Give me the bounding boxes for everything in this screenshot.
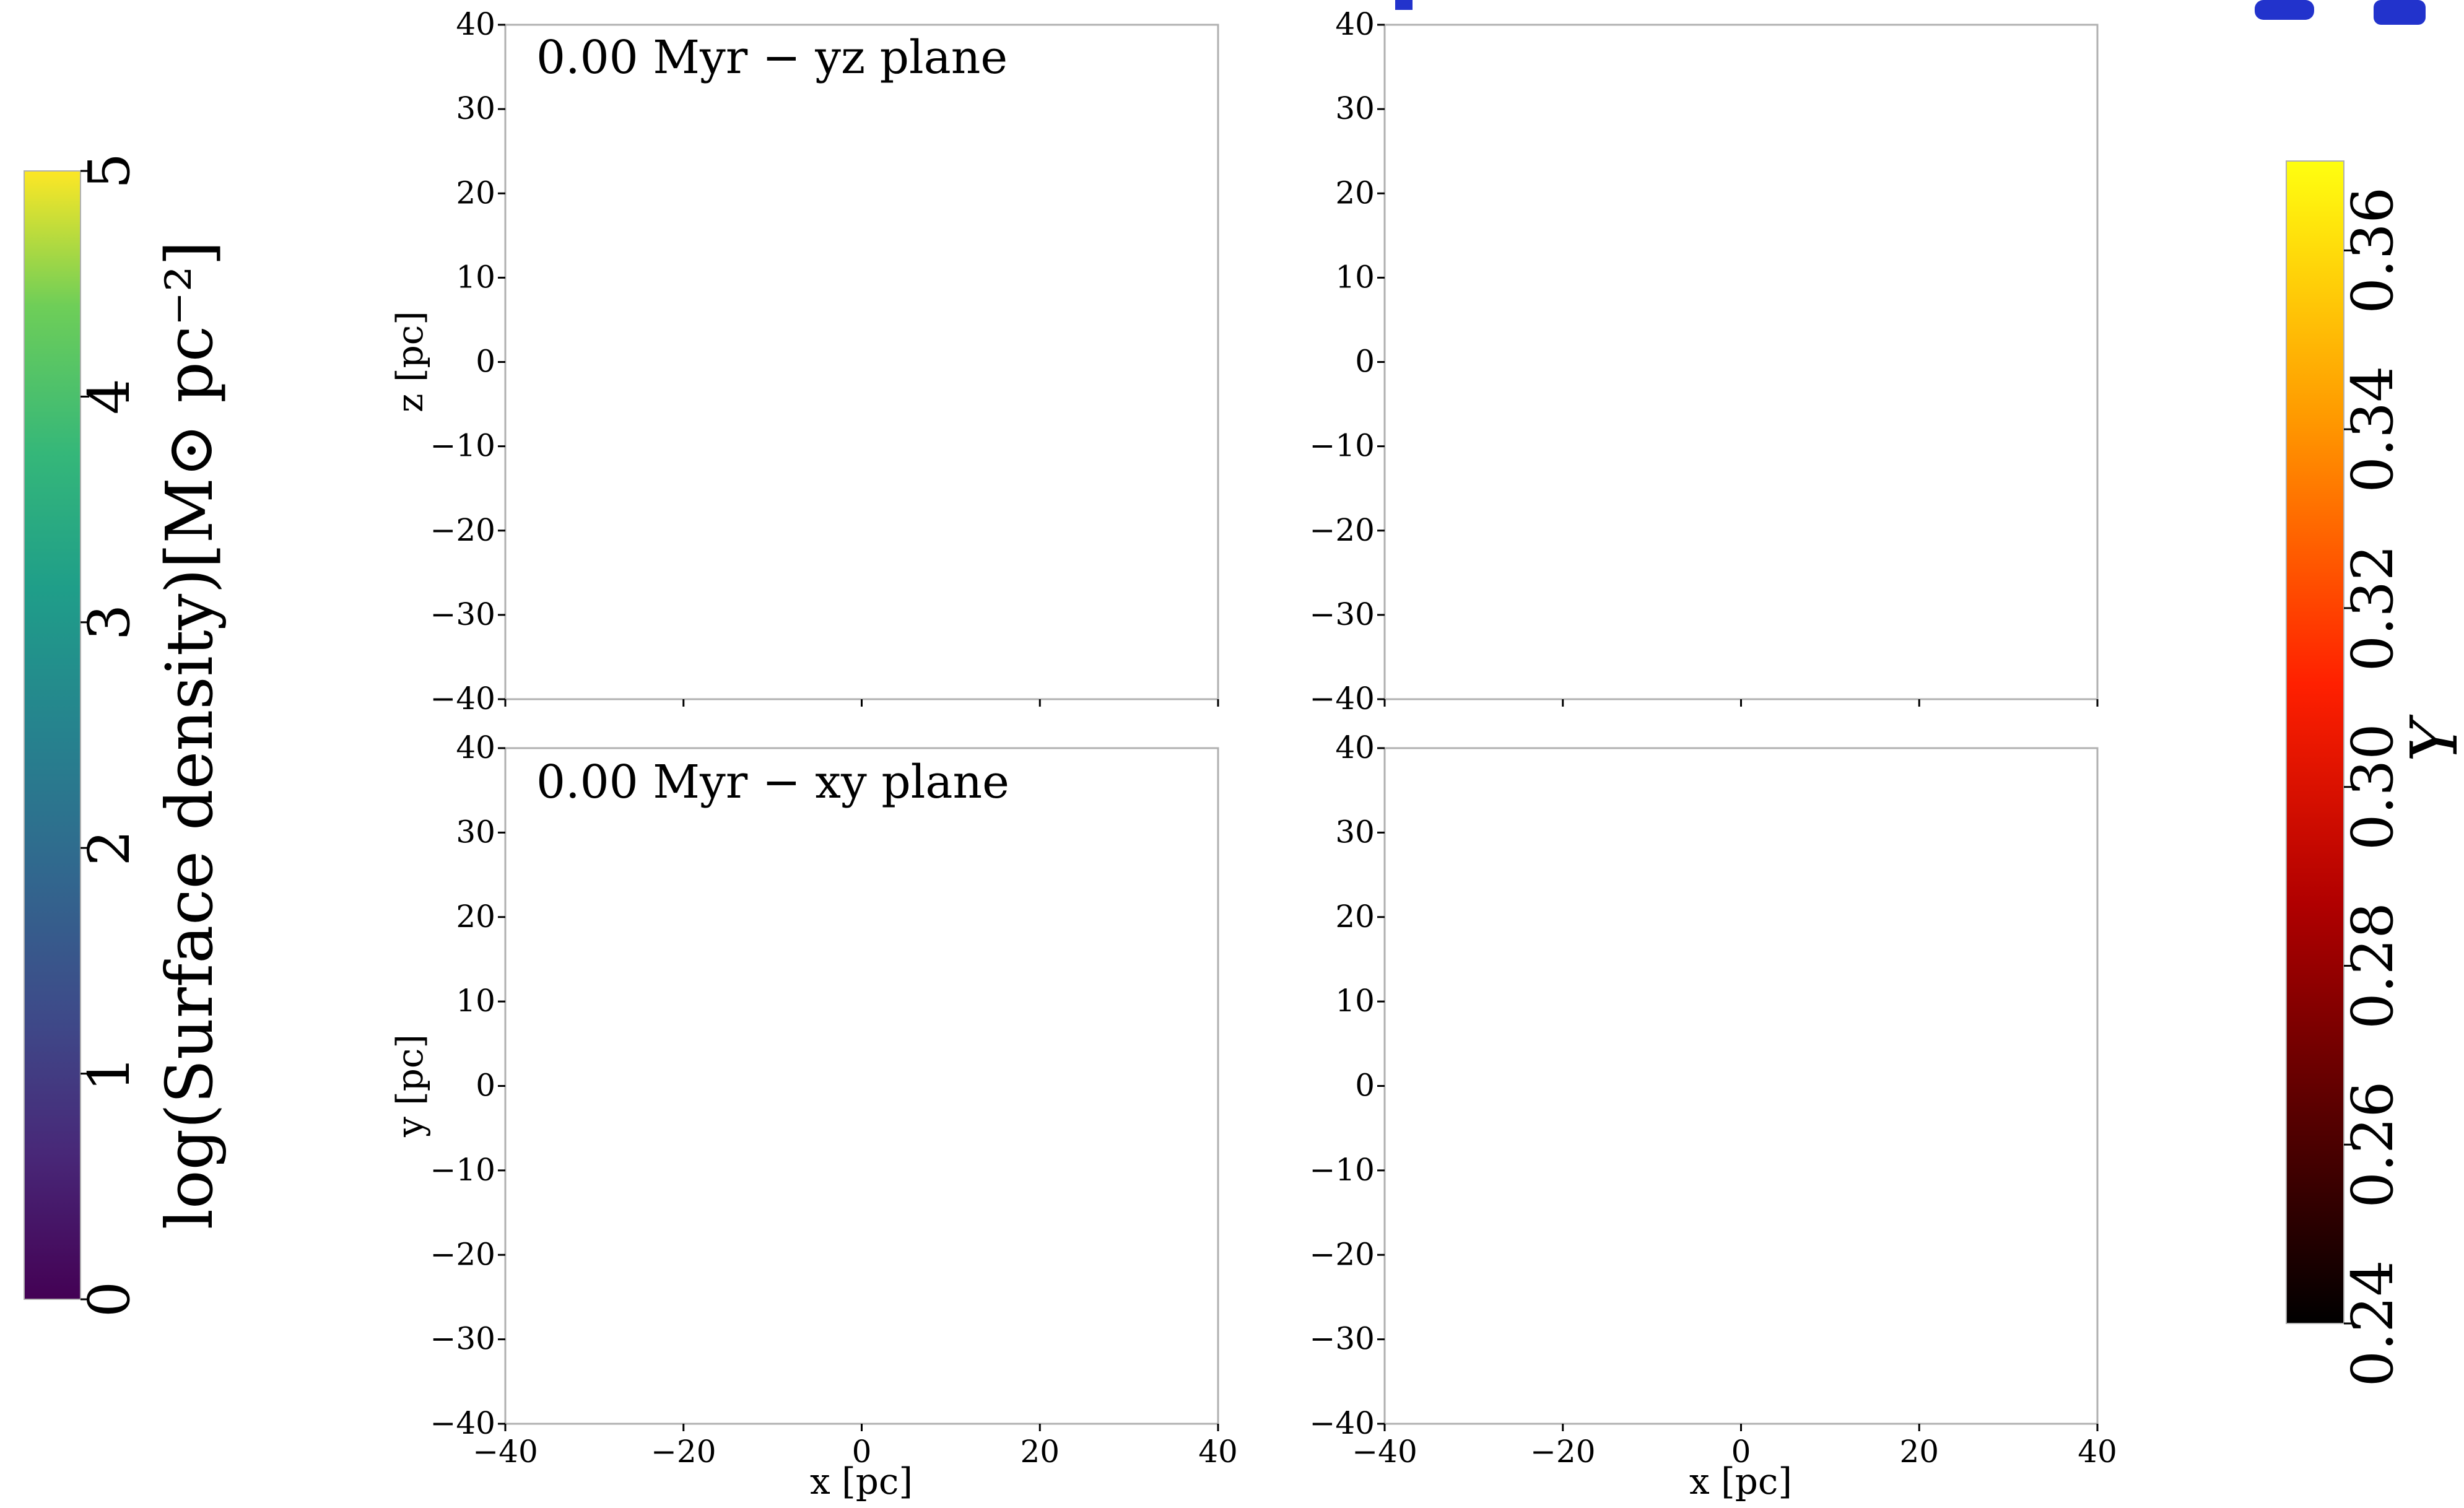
y-tick-label: −40 — [1309, 681, 1375, 717]
x-ticks — [1383, 699, 2099, 707]
colorbar-tick-label: 1 — [76, 1055, 142, 1092]
clipped-title-fragment — [2255, 0, 2314, 20]
plot-area — [504, 747, 1219, 1425]
colorbar-tick-label: 5 — [76, 153, 142, 190]
y-tick-label: 10 — [456, 983, 495, 1019]
y-tick-label: 30 — [456, 814, 495, 850]
y-tick-label: −10 — [1309, 1152, 1375, 1188]
panel-title: 0.00 Myr − xy plane — [536, 756, 1009, 809]
plot-area — [1383, 747, 2099, 1425]
colorbar-label: Y — [2397, 714, 2464, 762]
y-tick-label: 10 — [456, 259, 495, 295]
y-tick-label: −30 — [430, 596, 495, 632]
colorbar-tick-label: 2 — [76, 830, 142, 866]
x-tick-label: 20 — [1020, 1434, 1060, 1470]
x-tick-label: −20 — [1530, 1434, 1596, 1470]
x-tick-label: 40 — [2078, 1434, 2117, 1470]
panel-title: 0.00 Myr − yz plane — [536, 31, 1008, 84]
plot-area — [504, 24, 1219, 700]
colorbar-label: log(Surface density)[M⊙ pc⁻²] — [152, 241, 227, 1229]
colorbar-gradient — [2286, 160, 2344, 1324]
y-tick-label: 20 — [456, 899, 495, 935]
y-tick-label: 20 — [456, 175, 495, 211]
y-tick-label: −10 — [430, 1152, 495, 1188]
x-tick-label: 20 — [1899, 1434, 1939, 1470]
y-tick-label: −20 — [1309, 512, 1375, 548]
y-tick-label: −40 — [430, 681, 495, 717]
x-tick-label: 40 — [1198, 1434, 1238, 1470]
y-axis-label: z [pc] — [389, 311, 431, 412]
y-axis-label: y [pc] — [389, 1034, 431, 1138]
y-tick-label: −30 — [430, 1321, 495, 1357]
clipped-figure-title — [1395, 0, 2426, 25]
colorbar-tick-label: 0.32 — [2340, 545, 2406, 672]
colorbar-ticks: 0 1 2 3 4 5 — [76, 153, 142, 1318]
colorbar-tick-label: 0.24 — [2340, 1260, 2406, 1387]
clipped-title-fragment — [2374, 0, 2426, 25]
y-tick-label: 20 — [1335, 175, 1375, 211]
colorbar-tick-label: 0.26 — [2340, 1081, 2406, 1208]
colorbar-tick-label: 0 — [76, 1281, 142, 1318]
y-tick-label: 20 — [1335, 899, 1375, 935]
y-ticks: 40 30 20 10 0 −10 −20 −30 −40 — [430, 6, 505, 717]
y-tick-label: 30 — [1335, 814, 1375, 850]
y-tick-label: 0 — [476, 344, 495, 380]
x-tick-label: 0 — [1731, 1434, 1751, 1470]
x-ticks: −40 −20 0 20 40 — [1352, 1424, 2117, 1470]
clipped-title-fragment — [1395, 0, 1413, 10]
colorbar-tick-label: 3 — [76, 604, 142, 641]
y-tick-label: 0 — [1355, 1068, 1375, 1104]
colorbar-tick-label: 0.28 — [2340, 902, 2406, 1029]
y-tick-label: −30 — [1309, 1321, 1375, 1357]
x-axis-label: x [pc] — [810, 1460, 913, 1502]
panel-bottom-right: 40 30 20 10 0 −10 −20 −30 −40 −40 −20 0 20 40 x [pc] — [1309, 730, 2117, 1502]
y-tick-label: 40 — [456, 6, 495, 42]
y-tick-label: 10 — [1335, 259, 1375, 295]
y-tick-label: −20 — [430, 512, 495, 548]
y-ticks: 40 30 20 10 0 −10 −20 −30 −40 — [430, 730, 505, 1441]
y-tick-label: −10 — [1309, 428, 1375, 464]
panel-yz-plane: 0.00 Myr − yz plane 40 30 20 10 0 −10 −20 −30 −4… — [389, 6, 1219, 717]
colorbar-y: 0.24 0.26 0.28 0.30 0.32 0.34 0.36 Y — [2286, 160, 2464, 1387]
y-tick-label: 40 — [1335, 730, 1375, 765]
x-axis-label: x [pc] — [1689, 1460, 1792, 1502]
y-tick-label: 10 — [1335, 983, 1375, 1019]
colorbar-tick-label: 0.34 — [2340, 366, 2406, 493]
y-tick-label: −10 — [430, 428, 495, 464]
y-tick-label: 40 — [1335, 6, 1375, 42]
y-tick-label: 30 — [1335, 90, 1375, 126]
plot-area — [1383, 24, 2099, 700]
y-tick-label: −20 — [430, 1236, 495, 1272]
x-tick-label: −40 — [1352, 1434, 1417, 1470]
x-tick-label: −20 — [651, 1434, 716, 1470]
x-tick-label: −40 — [472, 1434, 538, 1470]
y-tick-label: −30 — [1309, 596, 1375, 632]
y-tick-label: 0 — [476, 1068, 495, 1104]
panel-xy-plane: 0.00 Myr − xy plane 40 30 20 10 0 −10 −20 −30 −4… — [389, 730, 1238, 1502]
y-tick-label: 40 — [456, 730, 495, 765]
x-tick-label: 0 — [852, 1434, 872, 1470]
panel-top-right: 40 30 20 10 0 −10 −20 −30 −40 — [1309, 6, 2099, 717]
colorbar-tick-label: 4 — [76, 378, 142, 415]
x-ticks: −40 −20 0 20 40 — [472, 1424, 1238, 1470]
colorbar-gradient — [24, 170, 81, 1300]
y-tick-label: −40 — [430, 1405, 495, 1441]
colorbar-surface-density: 0 1 2 3 4 5 log(Surface density)[M⊙ pc⁻²] — [24, 153, 227, 1318]
y-tick-label: −20 — [1309, 1236, 1375, 1272]
y-ticks: 40 30 20 10 0 −10 −20 −30 −40 — [1309, 730, 1385, 1441]
y-tick-label: −40 — [1309, 1405, 1375, 1441]
colorbar-ticks: 0.24 0.26 0.28 0.30 0.32 0.34 0.36 — [2340, 187, 2406, 1387]
y-tick-label: 30 — [456, 90, 495, 126]
colorbar-tick-label: 0.30 — [2340, 723, 2406, 850]
x-ticks — [504, 699, 1219, 707]
y-tick-label: 0 — [1355, 344, 1375, 380]
colorbar-tick-label: 0.36 — [2340, 187, 2406, 314]
y-ticks: 40 30 20 10 0 −10 −20 −30 −40 — [1309, 6, 1385, 717]
